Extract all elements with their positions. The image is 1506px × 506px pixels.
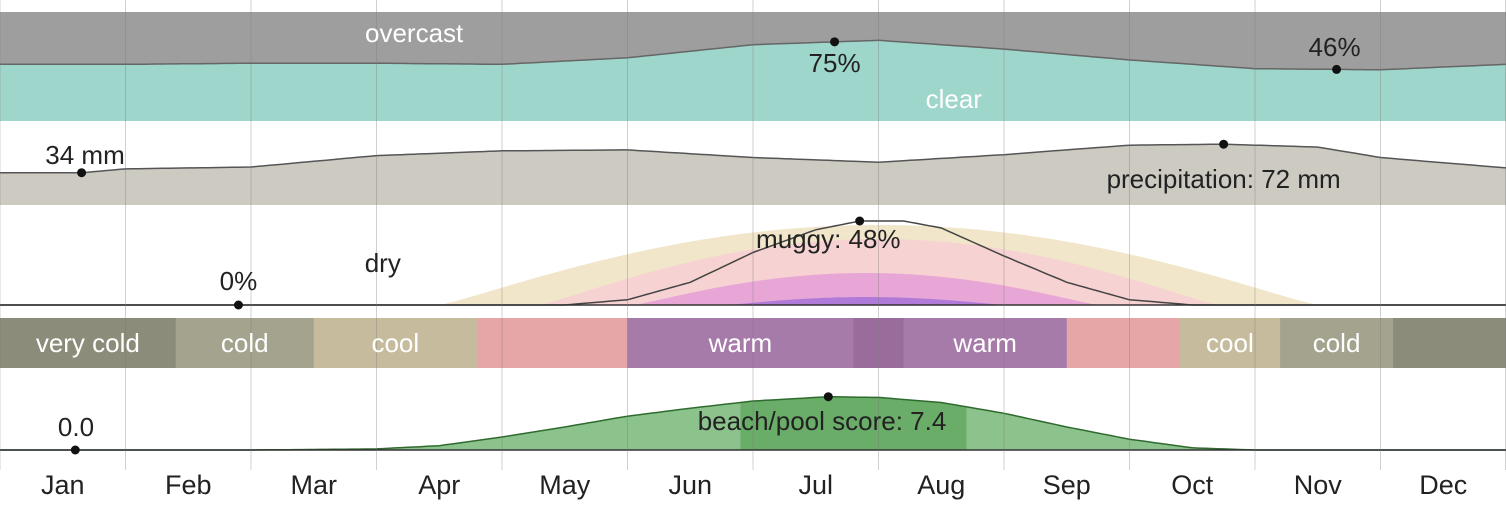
- cloud-min-label: 46%: [1309, 32, 1361, 62]
- precipitation-area: [0, 144, 1506, 205]
- month-label-aug: Aug: [917, 470, 965, 500]
- precip-min-dot: [77, 168, 87, 178]
- temp-band-4: [627, 318, 854, 368]
- humidity-max-label: muggy: 48%: [756, 224, 901, 254]
- month-label-jan: Jan: [41, 470, 85, 500]
- temp-band-label-9: cold: [1313, 328, 1361, 358]
- precip-max-dot: [1219, 139, 1229, 149]
- humidity-max-dot: [855, 216, 865, 226]
- temp-band-8: [1179, 318, 1281, 368]
- month-label-oct: Oct: [1171, 470, 1214, 500]
- cloud-max-label: 75%: [809, 48, 861, 78]
- temp-band-label-6: warm: [952, 328, 1017, 358]
- temp-band-10: [1393, 318, 1506, 368]
- cloud-point-dot-0: [830, 37, 840, 47]
- cloud-point-dot-1: [1332, 64, 1342, 74]
- humidity-min-dot: [233, 300, 243, 310]
- humidity-min-label: 0%: [220, 266, 258, 296]
- humidity-band-miserable: [727, 297, 1004, 305]
- month-label-sep: Sep: [1043, 470, 1091, 500]
- temp-band-2: [313, 318, 478, 368]
- cloud-cover-line: [0, 39, 1506, 71]
- overcast-label: overcast: [365, 18, 464, 48]
- temp-band-3: [476, 318, 628, 368]
- month-label-may: May: [539, 470, 591, 500]
- temp-band-5: [853, 318, 905, 368]
- clear-band: [0, 64, 1506, 121]
- clear-label: clear: [926, 84, 983, 114]
- month-label-jun: Jun: [668, 470, 712, 500]
- temp-band-label-1: cold: [221, 328, 269, 358]
- temp-band-7: [1066, 318, 1181, 368]
- month-label-jul: Jul: [798, 470, 833, 500]
- precipitation-line: [0, 143, 1506, 174]
- beach-min-label: 0.0: [58, 412, 94, 442]
- temp-band-label-8: cool: [1206, 328, 1254, 358]
- overcast-area: [0, 12, 1506, 70]
- humidity-band-muggy: [539, 239, 1218, 305]
- humidity-band-oppressive: [633, 273, 1099, 305]
- dry-label: dry: [365, 248, 401, 278]
- temp-band-label-4: warm: [708, 328, 773, 358]
- beach-min-dot: [70, 445, 80, 455]
- temp-band-label-0: very cold: [36, 328, 140, 358]
- month-label-dec: Dec: [1419, 470, 1467, 500]
- month-label-nov: Nov: [1294, 470, 1343, 500]
- month-label-mar: Mar: [291, 470, 338, 500]
- temp-band-0: [0, 318, 177, 368]
- temp-band-9: [1280, 318, 1394, 368]
- beach-max-dot: [823, 392, 833, 402]
- month-label-apr: Apr: [418, 470, 460, 500]
- precip-min-label: 34 mm: [45, 140, 124, 170]
- temp-band-6: [903, 318, 1068, 368]
- month-label-feb: Feb: [165, 470, 212, 500]
- precip-max-label: precipitation: 72 mm: [1107, 164, 1341, 194]
- temp-band-label-2: cool: [371, 328, 419, 358]
- beach-max-label: beach/pool score: 7.4: [698, 406, 947, 436]
- beach-score-core: [740, 396, 967, 450]
- temp-band-1: [175, 318, 315, 368]
